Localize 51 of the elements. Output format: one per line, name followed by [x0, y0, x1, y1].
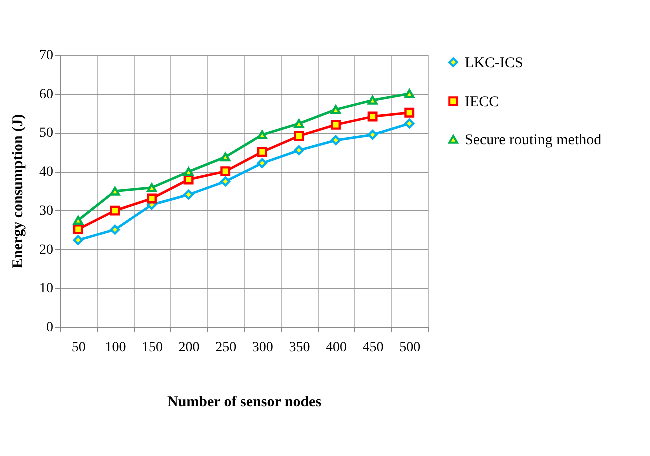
point [110, 224, 120, 235]
point [257, 158, 268, 168]
point [331, 105, 341, 114]
point [110, 186, 120, 196]
x-tick-label: 150 [142, 340, 163, 356]
point [331, 120, 341, 130]
point [73, 235, 84, 246]
y-tick-label: 60 [40, 87, 54, 102]
y-tick-label: 50 [40, 126, 54, 142]
point [73, 216, 84, 225]
y-tick-label: 10 [40, 282, 54, 297]
x-tick-label: 500 [400, 340, 421, 356]
point [184, 168, 194, 176]
y-tick-label: 70 [40, 48, 54, 64]
legend-label: LKC-ICS [465, 56, 524, 72]
point [147, 183, 157, 192]
point [294, 146, 304, 156]
point [220, 166, 231, 177]
point [331, 136, 341, 146]
x-tick-label: 50 [72, 340, 86, 356]
x-tick-label: 350 [289, 340, 310, 356]
point [368, 112, 378, 122]
y-tick-label: 30 [40, 204, 54, 219]
point [404, 118, 415, 129]
point [184, 190, 194, 200]
point [294, 131, 304, 142]
legend-label: Secure routing method [465, 132, 602, 148]
point [368, 96, 378, 105]
point [220, 152, 231, 162]
x-tick-label: 100 [105, 340, 126, 356]
x-tick-label: 400 [326, 340, 347, 356]
legend-label: IECC [465, 94, 500, 110]
x-tick-label: 250 [216, 340, 237, 356]
point [147, 194, 157, 204]
point [368, 130, 378, 140]
x-tick-label: 450 [362, 340, 384, 356]
point [257, 130, 268, 140]
y-tick-label: 20 [40, 242, 54, 258]
x-tick-label: 300 [252, 340, 274, 356]
x-axis-title: Number of sensor nodes [167, 394, 322, 410]
point [110, 206, 120, 216]
y-tick-label: 40 [40, 165, 54, 180]
point [404, 89, 415, 98]
point [257, 147, 268, 158]
point [404, 108, 415, 118]
point [294, 119, 304, 128]
y-tick-label: 0 [46, 320, 54, 336]
x-tick-label: 200 [178, 340, 200, 356]
y-axis-title: Energy consumption (J) [10, 114, 26, 269]
point [220, 176, 231, 187]
point [73, 224, 84, 234]
